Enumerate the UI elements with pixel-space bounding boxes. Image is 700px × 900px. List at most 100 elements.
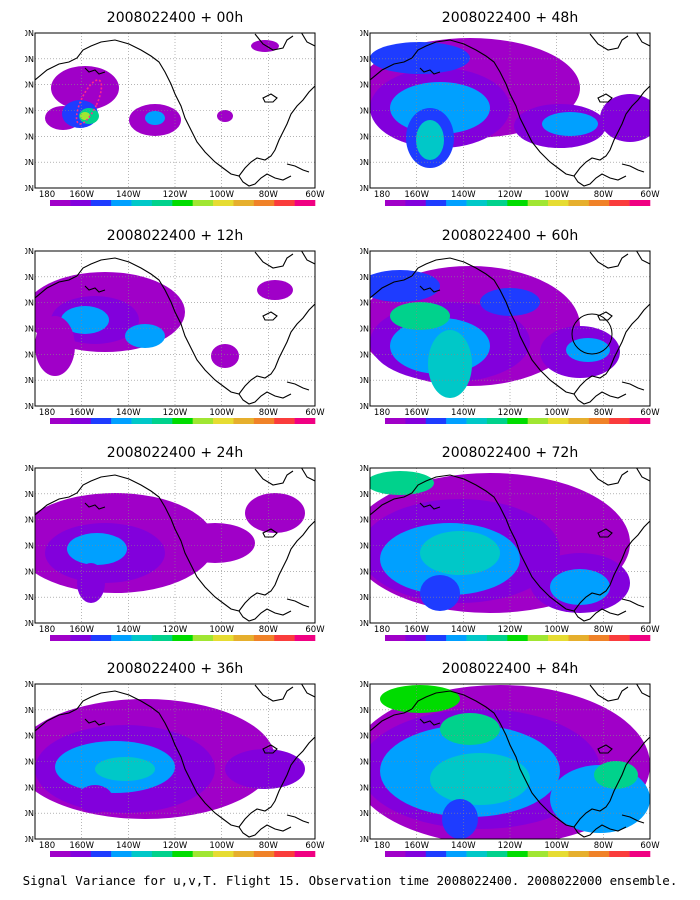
longitude-label: 180 bbox=[374, 190, 390, 200]
latitude-label: 20N bbox=[25, 593, 34, 602]
coastline-segment bbox=[419, 718, 441, 726]
colorbar-swatch bbox=[466, 418, 488, 424]
latitude-label: 40N bbox=[360, 542, 369, 551]
longitude-label: 140W bbox=[116, 625, 141, 635]
panel-title: 2008022400 + 24h bbox=[106, 445, 244, 461]
variance-contour bbox=[594, 761, 638, 789]
colorbar-swatch bbox=[90, 418, 112, 424]
longitude-label: 80W bbox=[594, 408, 614, 418]
colorbar-swatch bbox=[548, 418, 569, 424]
longitude-label: 160W bbox=[69, 408, 94, 418]
coastline bbox=[370, 33, 650, 187]
colorbar: 1.62.23.145.16.37.591114212940 bbox=[385, 851, 651, 857]
variance-contour bbox=[257, 280, 293, 300]
variance-contour bbox=[390, 302, 450, 330]
coastline-segment bbox=[254, 684, 315, 702]
variance-contour bbox=[145, 111, 165, 125]
variance-contour bbox=[566, 338, 610, 362]
variance-contour bbox=[370, 42, 470, 74]
colorbar-swatch bbox=[507, 200, 528, 206]
latitude-label: 20N bbox=[360, 593, 369, 602]
variance-field bbox=[35, 272, 293, 376]
colorbar-swatch bbox=[213, 200, 234, 206]
latitude-label: 20N bbox=[25, 158, 34, 167]
panel-title: 2008022400 + 48h bbox=[441, 10, 579, 26]
variance-contour bbox=[380, 685, 460, 713]
colorbar-swatch bbox=[70, 635, 92, 641]
variance-field bbox=[35, 493, 305, 603]
latitude-label: 70N bbox=[360, 680, 369, 689]
longitude-label: 120W bbox=[498, 625, 523, 635]
longitude-label: 160W bbox=[404, 190, 429, 200]
colorbar-swatch bbox=[385, 418, 406, 424]
variance-contour bbox=[95, 757, 155, 781]
latitude-label: 20N bbox=[25, 376, 34, 385]
colorbar-swatch bbox=[385, 635, 406, 641]
variance-map: 70N 60N 50N 40N 30N 20N 10N 180 160W 140W 120W 100W… bbox=[25, 464, 325, 641]
coastline-segment bbox=[419, 285, 441, 293]
graticule bbox=[35, 684, 315, 839]
longitude-label: 160W bbox=[69, 625, 94, 635]
latitude-label: 30N bbox=[25, 783, 34, 792]
colorbar-swatch bbox=[609, 200, 630, 206]
latitude-label: 30N bbox=[360, 350, 369, 359]
longitude-label: 120W bbox=[498, 408, 523, 418]
longitude-label: 100W bbox=[209, 190, 234, 200]
longitude-label: 60W bbox=[640, 190, 660, 200]
latitude-label: 70N bbox=[25, 464, 34, 473]
longitude-label: 80W bbox=[259, 408, 279, 418]
variance-contour bbox=[420, 575, 460, 611]
variance-field bbox=[370, 38, 650, 168]
colorbar-swatch bbox=[50, 851, 71, 857]
latitude-label: 40N bbox=[25, 542, 34, 551]
latitude-label: 40N bbox=[25, 107, 34, 116]
coastline-segment bbox=[254, 251, 315, 269]
colorbar-swatch bbox=[588, 635, 610, 641]
colorbar-swatch bbox=[609, 851, 630, 857]
map-frame bbox=[34, 683, 316, 840]
coastline-segment bbox=[621, 381, 645, 391]
colorbar: 1.62.23.145.16.37.591114212940 bbox=[50, 851, 316, 857]
colorbar-swatch bbox=[446, 851, 467, 857]
colorbar-swatch bbox=[294, 851, 316, 857]
variance-contour bbox=[225, 749, 305, 789]
coastline-segment bbox=[573, 608, 627, 622]
map-frame bbox=[34, 467, 316, 624]
colorbar-swatch bbox=[507, 635, 528, 641]
colorbar-swatch bbox=[274, 200, 295, 206]
longitude-label: 60W bbox=[305, 625, 325, 635]
colorbar-swatch bbox=[405, 200, 427, 206]
colorbar-swatch bbox=[548, 851, 569, 857]
latitude-label: 40N bbox=[25, 758, 34, 767]
colorbar-swatch bbox=[253, 851, 275, 857]
longitude-label: 120W bbox=[498, 841, 523, 851]
map-panel: 2008022400 + 60h 70N 60N 50N 40N 30N 20N 10N 18… bbox=[360, 226, 660, 426]
colorbar-swatch bbox=[568, 418, 590, 424]
longitude-label: 100W bbox=[544, 408, 569, 418]
longitude-label: 120W bbox=[498, 190, 523, 200]
colorbar-swatch bbox=[253, 635, 275, 641]
colorbar: 1.62.23.145.16.37.591114212940 bbox=[50, 200, 316, 206]
map-frame bbox=[34, 250, 316, 407]
variance-contour bbox=[420, 531, 500, 575]
longitude-label: 180 bbox=[39, 408, 55, 418]
longitude-label: 60W bbox=[305, 190, 325, 200]
colorbar-swatch bbox=[507, 851, 528, 857]
colorbar-swatch bbox=[50, 418, 71, 424]
map-panel: 2008022400 + 48h 70N 60N 50N 40N 30N 20N 10N 18… bbox=[360, 8, 660, 208]
colorbar-swatch bbox=[588, 418, 610, 424]
colorbar-swatch bbox=[405, 635, 427, 641]
colorbar-swatch bbox=[486, 418, 508, 424]
latitude-label: 50N bbox=[25, 299, 34, 308]
longitude-label: 80W bbox=[594, 625, 614, 635]
colorbar-swatch bbox=[486, 635, 508, 641]
coastline-segment bbox=[597, 528, 613, 538]
variance-contour bbox=[442, 799, 478, 839]
longitude-label: 180 bbox=[39, 841, 55, 851]
map-frame bbox=[369, 683, 651, 840]
map-frame bbox=[34, 32, 316, 189]
colorbar-swatch bbox=[446, 200, 467, 206]
variance-contour bbox=[125, 324, 165, 348]
colorbar-swatch bbox=[507, 418, 528, 424]
coastline-segment bbox=[286, 814, 310, 824]
